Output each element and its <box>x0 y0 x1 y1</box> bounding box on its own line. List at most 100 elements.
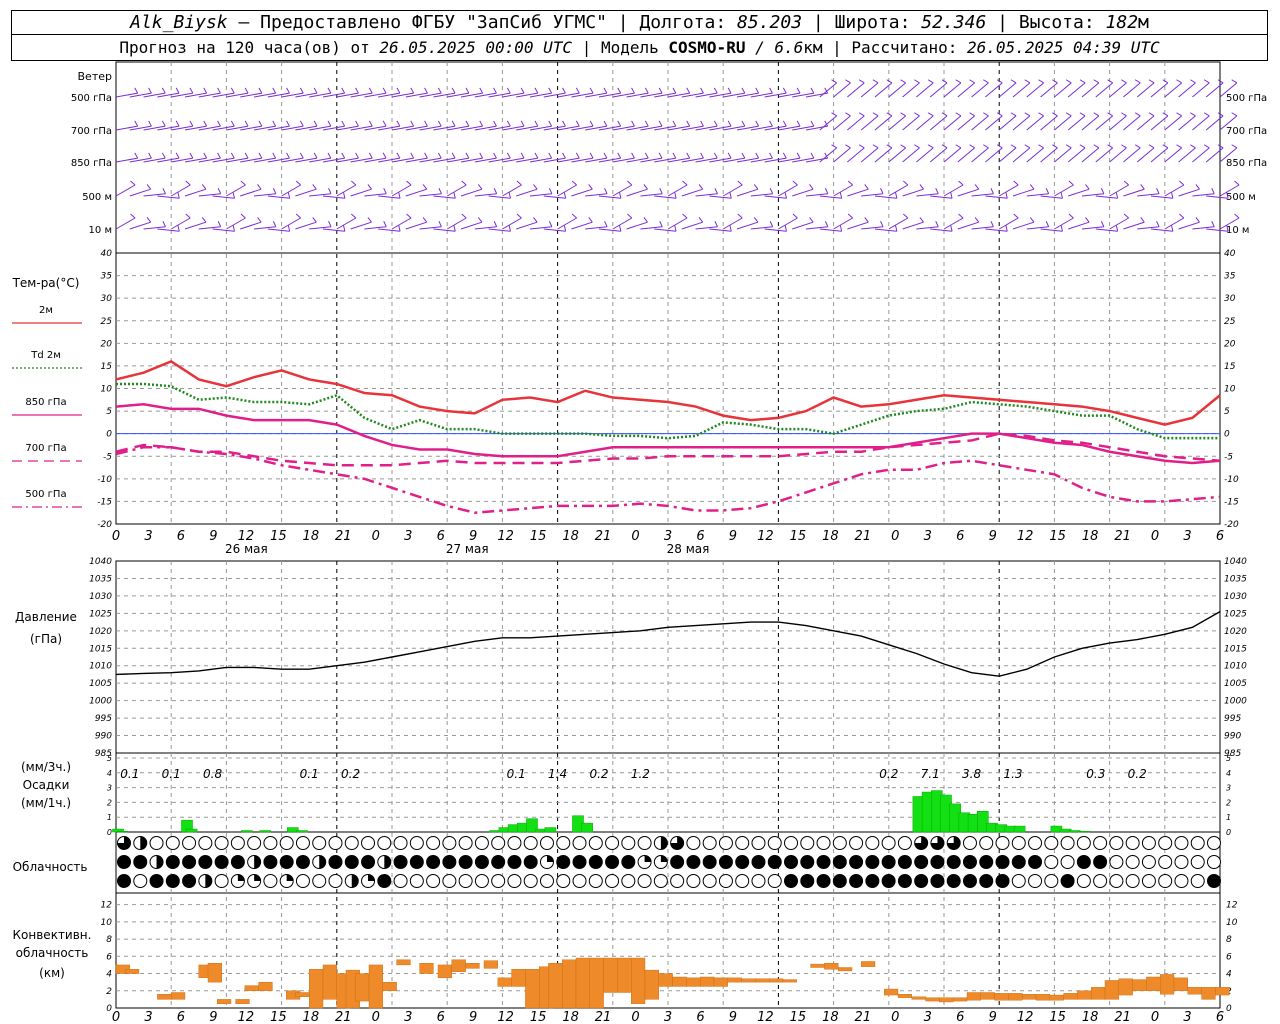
wind-barb <box>240 92 262 98</box>
wind-barb <box>1150 228 1173 232</box>
wind-barb-flag <box>741 152 746 159</box>
wind-barb-flag <box>185 180 191 186</box>
wind-barb-flag <box>451 152 456 159</box>
conv-cloud-bar <box>1077 990 1092 1000</box>
wind-barb <box>1040 147 1058 163</box>
wind-barb-flag <box>396 120 401 127</box>
wind-barb-flag <box>1024 144 1031 149</box>
wind-barb <box>612 184 633 197</box>
wind-barb-flag <box>189 87 194 94</box>
cloud-cover-icon <box>361 836 376 850</box>
hour-tick-label: 3 <box>1183 1010 1191 1024</box>
wind-barb-flag <box>729 192 732 199</box>
wind-barb-flag <box>1079 79 1086 84</box>
temp-series-line <box>115 445 1221 514</box>
cloud-cover-icon <box>1093 836 1108 850</box>
wind-barb-flag <box>479 152 484 159</box>
cloud-cover-icon <box>1158 855 1173 869</box>
wind-barb <box>1205 82 1224 98</box>
cloud-cover-icon <box>377 836 392 850</box>
wind-barb-flag <box>493 152 497 159</box>
cloud-cover-icon <box>165 836 180 850</box>
wind-barb-flag <box>935 188 939 194</box>
cloud-cover-icon <box>832 836 847 850</box>
wind-barb-flag <box>872 144 879 149</box>
calc-time: 26.05.2025 04:39 UTC <box>967 38 1160 57</box>
wind-barb-flag <box>810 152 815 159</box>
wind-barb <box>985 82 1003 98</box>
wind-barb-flag <box>941 112 948 117</box>
cloud-cover-icon <box>751 874 766 888</box>
conv-tick-label: 0 <box>1226 1004 1232 1014</box>
cloud-circles <box>117 836 1221 888</box>
wind-barb-flag <box>686 87 691 94</box>
forecast-time: 26.05.2025 00:00 UTC <box>379 38 573 57</box>
wind-barb-flag <box>996 112 1003 117</box>
wind-barb <box>916 115 934 131</box>
cloud-cover-icon <box>1044 855 1059 869</box>
wind-barb-flag <box>382 152 387 159</box>
cloud-cover-icon <box>995 855 1010 869</box>
cloud-cover-icon <box>735 874 750 888</box>
wind-barb <box>957 221 979 230</box>
wind-barb <box>115 92 138 98</box>
wind-barb-flag <box>810 120 815 127</box>
cloud-cover-quarter <box>368 874 375 881</box>
wind-barb <box>1205 147 1224 163</box>
cloud-cover-icon <box>784 874 799 888</box>
wind-barb <box>598 125 621 131</box>
wind-barb-flag <box>769 221 774 227</box>
wind-barb <box>309 125 331 131</box>
cloud-cover-icon <box>816 855 831 869</box>
cloud-cover-icon <box>849 855 864 869</box>
cloud-cover-icon <box>702 836 717 850</box>
wind-barb <box>612 217 633 230</box>
wind-barb-flag <box>1115 225 1119 232</box>
conv-cloud-bar <box>309 969 324 1009</box>
pressure-unit: (гПа) <box>30 632 62 646</box>
wind-barb <box>433 195 456 199</box>
wind-barb <box>557 157 580 163</box>
cloud-cover-icon <box>1141 836 1156 850</box>
cloud-cover-icon <box>295 836 310 850</box>
wind-barb-flag <box>367 217 372 223</box>
wind-barb-flag <box>631 87 635 94</box>
conv-tick-label: 6 <box>106 952 112 962</box>
wind-barb <box>171 157 193 163</box>
wind-barb-flag <box>727 87 732 94</box>
cloud-cover-icon <box>474 855 489 869</box>
wind-barb-flag <box>1148 144 1155 149</box>
altitude-value: 182 <box>1105 12 1139 33</box>
cloud-cover-icon <box>865 874 880 888</box>
cloud-cover-half <box>254 855 261 869</box>
wind-barb <box>667 92 690 98</box>
wind-barb-flag <box>1010 112 1017 117</box>
wind-barb-flag <box>506 152 511 159</box>
precip-bar <box>241 830 253 833</box>
cloud-cover-icon <box>784 836 799 850</box>
wind-barb <box>157 228 180 232</box>
wind-barb-flag <box>659 221 663 227</box>
wind-barb <box>764 92 787 98</box>
cloud-cover-icon <box>539 874 554 888</box>
wind-barb <box>240 125 262 131</box>
hour-tick-label: 0 <box>891 1010 899 1024</box>
conv-tick-label: 6 <box>1226 952 1232 962</box>
wind-barb-flag <box>355 87 359 94</box>
wind-barb-flag <box>824 120 829 127</box>
wind-barb-flag <box>1211 188 1215 194</box>
wind-barb <box>226 92 249 98</box>
wind-barb-flag <box>880 188 884 194</box>
wind-barb <box>847 188 869 197</box>
wind-barb <box>322 92 345 98</box>
conv-cloud-bar <box>994 993 1009 1001</box>
hour-tick-label: 21 <box>855 1010 872 1024</box>
temp-tick-label: 10 <box>1224 385 1236 395</box>
wind-barb-flag <box>1107 112 1113 117</box>
wind-barb-flag <box>1123 213 1129 219</box>
wind-barb-flag <box>643 217 648 223</box>
hour-tick-label: 9 <box>729 1010 737 1024</box>
wind-barb-flag <box>1203 144 1210 149</box>
header-forecast-bar: Прогноз на 120 часа(ов) от 26.05.2025 00… <box>11 34 1268 61</box>
wind-barb <box>322 195 345 199</box>
